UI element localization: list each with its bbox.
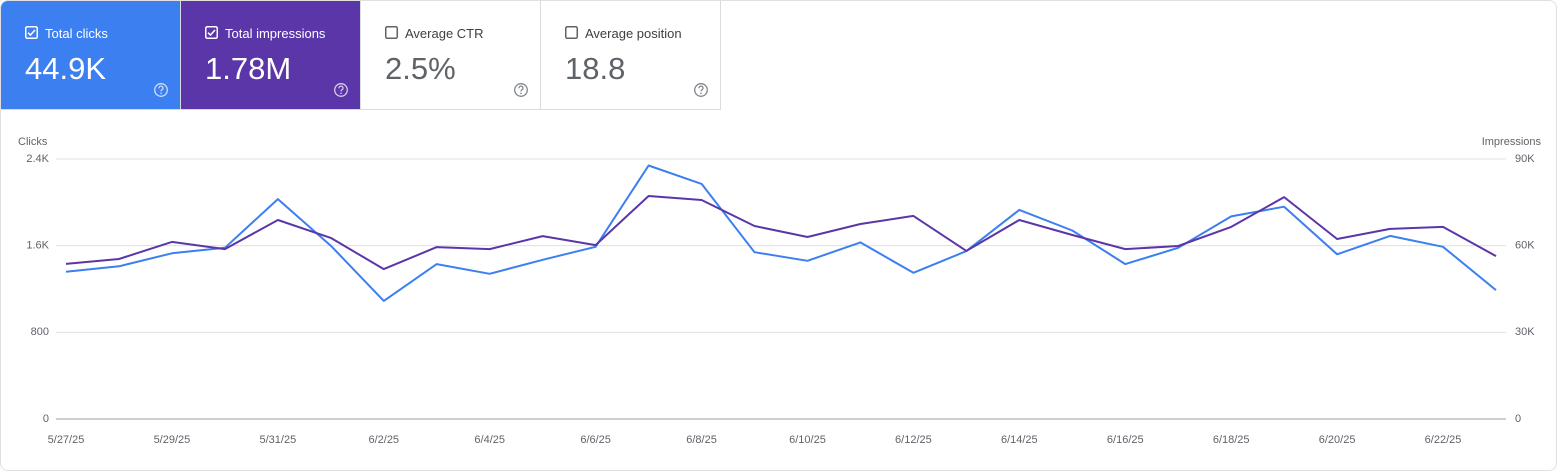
x-tick-label: 6/18/25 (1213, 434, 1250, 446)
x-tick-label: 5/27/25 (48, 434, 85, 446)
checkbox-frame (205, 26, 218, 39)
x-tick-label: 5/29/25 (154, 434, 191, 446)
checkmark (27, 29, 36, 37)
x-tick-label: 6/12/25 (895, 434, 932, 446)
y2-tick-label: 30K (1515, 326, 1535, 338)
y-tick-label: 1.6K (26, 240, 49, 252)
metric-label: Average CTR (405, 26, 484, 41)
metric-value: 1.78M (205, 51, 292, 86)
y2-axis-title: Impressions (1482, 136, 1542, 148)
metric-label: Average position (585, 26, 682, 41)
metric-label: Total impressions (225, 26, 326, 41)
help-glyph (698, 85, 704, 92)
x-tick-label: 6/2/25 (368, 434, 399, 446)
help-dot (700, 92, 702, 95)
x-tick-label: 6/8/25 (686, 434, 717, 446)
help-circle (694, 83, 708, 97)
x-tick-label: 6/22/25 (1425, 434, 1462, 446)
help-icon[interactable] (153, 82, 169, 98)
help-dot (160, 92, 162, 95)
metric-card[interactable]: Total impressions 1.78M (181, 1, 361, 110)
x-tick-label: 6/10/25 (789, 434, 826, 446)
metric-card[interactable]: Average position 18.8 (541, 1, 721, 110)
y2-tick-label: 60K (1515, 240, 1535, 252)
series-line (65, 164, 1497, 302)
help-glyph (158, 85, 164, 92)
checkbox-frame (385, 26, 398, 39)
y-tick-label: 0 (43, 413, 49, 425)
y-tick-label: 800 (31, 326, 49, 338)
x-tick-label: 6/20/25 (1319, 434, 1356, 446)
y2-tick-label: 90K (1515, 153, 1535, 165)
help-circle (154, 83, 168, 97)
y-tick-label: 2.4K (26, 153, 49, 165)
checkbox[interactable] (25, 26, 38, 39)
help-icon[interactable] (333, 82, 349, 98)
series-line (65, 195, 1497, 271)
x-tick-label: 6/16/25 (1107, 434, 1144, 446)
checkbox[interactable] (565, 26, 578, 39)
metric-label: Total clicks (45, 26, 108, 41)
help-circle (334, 83, 348, 97)
metric-cards: Total clicks 44.9K Total impressions 1.78M A… (1, 1, 721, 110)
x-tick-label: 5/31/25 (260, 434, 297, 446)
help-dot (520, 92, 522, 95)
metric-value: 18.8 (565, 51, 626, 86)
x-tick-label: 6/14/25 (1001, 434, 1038, 446)
x-tick-label: 6/4/25 (474, 434, 505, 446)
checkbox-frame (565, 26, 578, 39)
help-glyph (338, 85, 344, 92)
help-icon[interactable] (513, 82, 529, 98)
help-glyph (518, 85, 524, 92)
help-dot (340, 92, 342, 95)
metric-value: 44.9K (25, 51, 107, 86)
x-tick-label: 6/6/25 (580, 434, 611, 446)
help-icon[interactable] (693, 82, 709, 98)
checkbox[interactable] (385, 26, 398, 39)
y2-tick-label: 0 (1515, 413, 1521, 425)
help-circle (514, 83, 528, 97)
checkmark (207, 29, 216, 37)
metric-value: 2.5% (385, 51, 456, 86)
metric-card[interactable]: Total clicks 44.9K (1, 1, 181, 110)
checkbox[interactable] (205, 26, 218, 39)
y-axis-title: Clicks (18, 136, 48, 148)
checkbox-frame (25, 26, 38, 39)
metric-card[interactable]: Average CTR 2.5% (361, 1, 541, 110)
